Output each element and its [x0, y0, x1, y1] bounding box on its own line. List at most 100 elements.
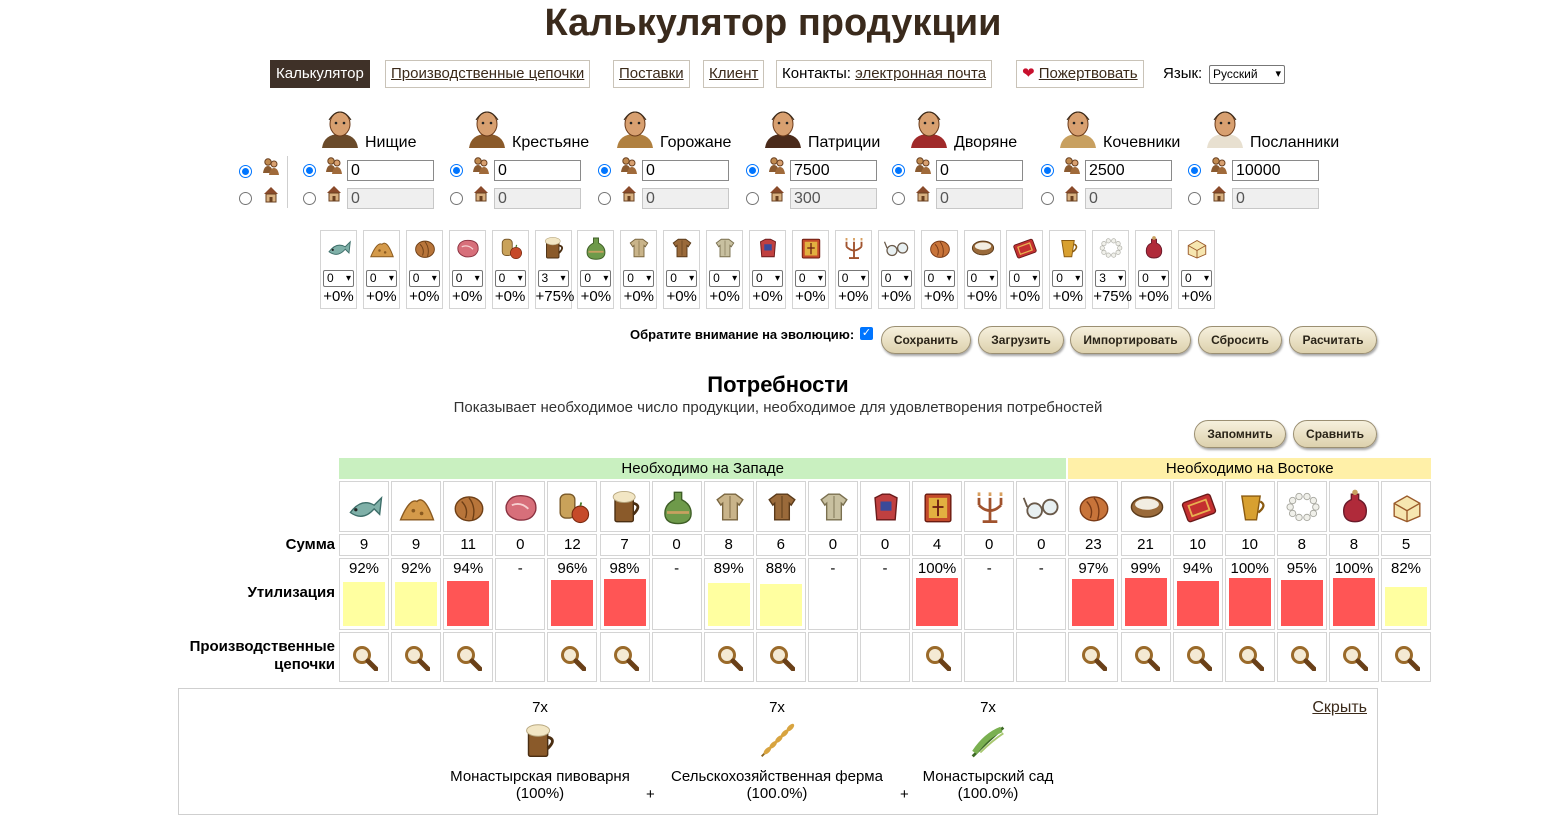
good-level-select[interactable]: 0 — [494, 270, 526, 287]
remember-button[interactable]: Запомнить — [1194, 420, 1286, 448]
need-chain-cell[interactable] — [1068, 632, 1119, 682]
contacts-email-link[interactable]: электронная почта — [855, 65, 987, 82]
bread-icon — [410, 233, 440, 263]
residents-radio[interactable] — [303, 164, 316, 177]
evolution-checkbox[interactable]: ✓ — [860, 327, 873, 340]
need-chain-cell[interactable] — [1381, 632, 1431, 682]
reset-button[interactable]: Сбросить — [1198, 326, 1282, 354]
residents-icon — [262, 157, 280, 175]
good-level-select[interactable]: 3 — [537, 270, 569, 287]
population-name: Дворяне — [954, 134, 1018, 151]
save-button[interactable]: Сохранить — [881, 326, 971, 354]
good-level-select[interactable]: 0 — [752, 270, 783, 287]
residents-input[interactable]: 7500 — [790, 160, 877, 181]
nav-production-chains-link[interactable]: Производственные цепочки — [391, 65, 585, 82]
language-select[interactable]: Русский — [1209, 65, 1285, 84]
need-chain-cell[interactable] — [912, 632, 963, 682]
need-chain-cell[interactable] — [1224, 632, 1275, 682]
need-beer-icon — [599, 481, 650, 532]
need-chain-cell[interactable] — [703, 632, 754, 682]
need-chain-cell[interactable] — [391, 632, 442, 682]
houses-radio[interactable] — [746, 192, 759, 205]
good-level-select[interactable]: 0 — [323, 270, 354, 287]
need-coffee-icon — [1224, 481, 1275, 532]
good-level-select[interactable]: 0 — [880, 270, 912, 287]
residents-radio[interactable] — [1041, 164, 1054, 177]
houses-radio[interactable] — [1188, 192, 1201, 205]
residents-radio[interactable] — [746, 164, 759, 177]
houses-radio[interactable] — [303, 192, 316, 205]
population-envoys: Посланники 10000 0 — [1188, 104, 1339, 214]
need-sum: 21 — [1120, 534, 1171, 556]
residents-radio[interactable] — [598, 164, 611, 177]
brocade-robes-icon — [753, 233, 783, 263]
residents-radio[interactable] — [450, 164, 463, 177]
good-level-select[interactable]: 0 — [794, 270, 826, 287]
need-chain-cell[interactable] — [1276, 632, 1327, 682]
need-chain-cell[interactable] — [1120, 632, 1171, 682]
good-level-select[interactable]: 0 — [1181, 270, 1212, 287]
good-level-select[interactable]: 0 — [408, 270, 440, 287]
need-chain-cell[interactable] — [599, 632, 650, 682]
good-level-select[interactable]: 3 — [1095, 270, 1127, 287]
nav-calculator[interactable]: Калькулятор — [270, 60, 370, 88]
import-button[interactable]: Импортировать — [1070, 326, 1191, 354]
need-chain-cell[interactable] — [443, 632, 494, 682]
need-chain-cell[interactable] — [1172, 632, 1223, 682]
houses-radio[interactable] — [450, 192, 463, 205]
residents-input[interactable]: 0 — [642, 160, 729, 181]
calculate-button[interactable]: Расчитать — [1289, 326, 1377, 354]
need-utilization: 98% — [599, 558, 650, 630]
need-utilization: - — [651, 558, 702, 630]
residents-input[interactable]: 0 — [936, 160, 1023, 181]
good-level-select[interactable]: 0 — [623, 270, 655, 287]
nav-production-chains[interactable]: Производственные цепочки — [385, 60, 591, 88]
good-level-select[interactable]: 0 — [966, 270, 998, 287]
donate-link[interactable]: Пожертвовать — [1038, 65, 1138, 82]
good-level-select[interactable]: 0 — [1138, 270, 1170, 287]
nav-supplies[interactable]: Поставки — [613, 60, 690, 88]
residents-radio[interactable] — [1188, 164, 1201, 177]
mode-houses-radio[interactable] — [239, 192, 252, 205]
need-chain-cell[interactable] — [339, 632, 389, 682]
portrait-patricians-icon — [763, 104, 803, 148]
residents-input[interactable]: 0 — [347, 160, 434, 181]
need-utilization: 94% — [1172, 558, 1223, 630]
need-chain-cell[interactable] — [547, 632, 598, 682]
good-dates: 0 +0% — [920, 230, 958, 309]
population-noblemen: Дворяне 0 0 — [892, 104, 1032, 214]
mode-residents-radio[interactable] — [239, 165, 252, 178]
good-level-select[interactable]: 0 — [923, 270, 955, 287]
residents-icon — [1063, 156, 1081, 174]
need-chain-cell[interactable] — [1328, 632, 1379, 682]
good-level-select[interactable]: 0 — [709, 270, 741, 287]
good-level-select[interactable]: 0 — [451, 270, 483, 287]
hide-link[interactable]: Скрыть — [1312, 699, 1367, 716]
nav-client-link[interactable]: Клиент — [709, 65, 759, 82]
nav-donate[interactable]: ❤ Пожертвовать — [1016, 60, 1144, 88]
nav-supplies-link[interactable]: Поставки — [619, 65, 684, 82]
nav-client[interactable]: Клиент — [703, 60, 765, 88]
good-level-select[interactable]: 0 — [580, 270, 612, 287]
good-level-select[interactable]: 0 — [365, 270, 397, 287]
houses-radio[interactable] — [1041, 192, 1054, 205]
need-sum: 0 — [1016, 534, 1067, 556]
residents-input[interactable]: 10000 — [1232, 160, 1319, 181]
load-button[interactable]: Загрузить — [978, 326, 1064, 354]
good-level-select[interactable]: 0 — [837, 270, 869, 287]
need-books-icon — [912, 481, 963, 532]
houses-radio[interactable] — [892, 192, 905, 205]
need-chain-cell[interactable] — [755, 632, 806, 682]
good-level-select[interactable]: 0 — [666, 270, 698, 287]
need-utilization: 88% — [755, 558, 806, 630]
residents-input[interactable]: 2500 — [1085, 160, 1172, 181]
residents-input[interactable]: 0 — [494, 160, 581, 181]
good-bonus: +0% — [1181, 288, 1212, 305]
good-level-select[interactable]: 0 — [1052, 270, 1084, 287]
utilization-value: 89% — [713, 560, 744, 577]
good-level-select[interactable]: 0 — [1009, 270, 1041, 287]
residents-radio[interactable] — [892, 164, 905, 177]
portrait-envoys-icon — [1205, 104, 1245, 148]
compare-button[interactable]: Сравнить — [1293, 420, 1377, 448]
houses-radio[interactable] — [598, 192, 611, 205]
